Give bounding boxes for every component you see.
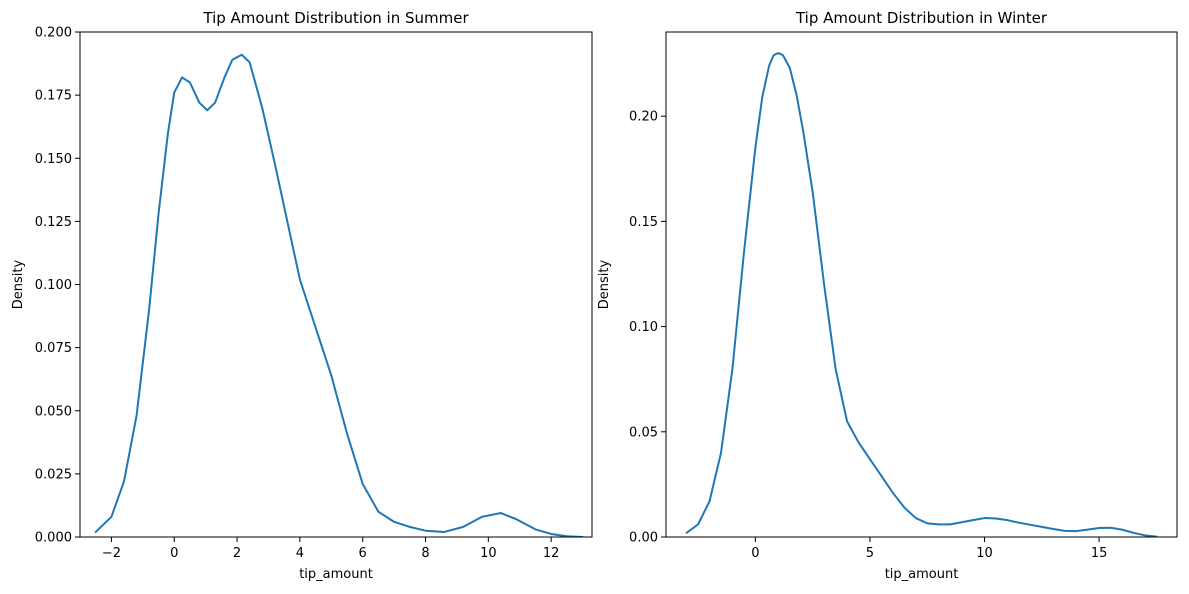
- y-tick-label: 0.20: [629, 110, 658, 125]
- x-tick-label: 6: [359, 546, 367, 561]
- y-tick-label: 0.100: [35, 278, 72, 293]
- subplot-2: Tip Amount Distribution in Winter 0 5 10 15 0…: [597, 9, 1178, 582]
- x-tick-label: −2: [102, 546, 121, 561]
- x-tick-label: 2: [233, 546, 241, 561]
- y-tick-label: 0.10: [629, 320, 658, 335]
- x-tick-label: 12: [543, 546, 560, 561]
- x-tick-label: 10: [976, 546, 993, 561]
- y-tick-label: 0.075: [35, 341, 72, 356]
- y-tick-label: 0.025: [35, 467, 72, 482]
- chart-title: Tip Amount Distribution in Summer: [202, 9, 469, 27]
- y-tick-label: 0.000: [35, 531, 72, 546]
- x-tick-label: 0: [751, 546, 759, 561]
- axes-frame: [665, 31, 1178, 538]
- y-tick-label: 0.175: [35, 89, 72, 104]
- density-line: [685, 52, 1158, 537]
- y-tick-label: 0.050: [35, 404, 72, 419]
- x-tick-label: 15: [1091, 546, 1108, 561]
- x-tick-label: 10: [480, 546, 497, 561]
- subplot-1: Tip Amount Distribution in Summer −2 0 2 4 6 8…: [11, 9, 593, 582]
- y-tick-label: 0.15: [629, 215, 658, 230]
- density-line: [94, 53, 584, 537]
- chart-title: Tip Amount Distribution in Winter: [795, 9, 1048, 27]
- x-tick-label: 5: [866, 546, 874, 561]
- y-tick-label: 0.00: [629, 531, 658, 546]
- y-tick-label: 0.05: [629, 425, 658, 440]
- x-tick-label: 8: [421, 546, 429, 561]
- x-tick-label: 4: [296, 546, 304, 561]
- x-axis-label: tip_amount: [299, 567, 373, 582]
- y-tick-label: 0.150: [35, 152, 72, 167]
- y-axis-label: Density: [597, 259, 612, 309]
- x-tick-label: 0: [170, 546, 178, 561]
- y-tick-label: 0.125: [35, 215, 72, 230]
- y-tick-label: 0.200: [35, 26, 72, 41]
- y-axis-label: Density: [11, 259, 26, 309]
- x-axis-label: tip_amount: [885, 567, 959, 582]
